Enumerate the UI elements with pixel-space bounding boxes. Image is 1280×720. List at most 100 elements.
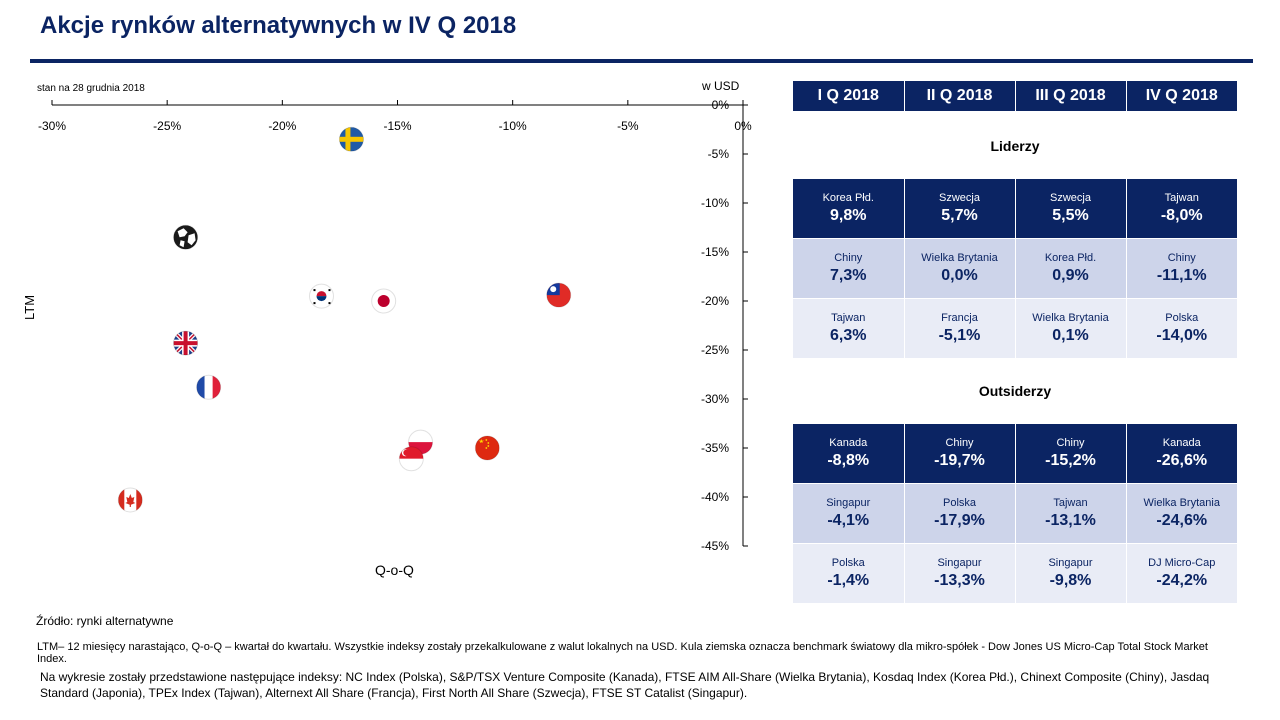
table-cell: Francja -5,1% [904, 298, 1016, 359]
table-cell: Polska -1,4% [793, 543, 905, 604]
leaders-table: Korea Płd. 9,8% Szwecja 5,7% Szwecja 5,5% T… [793, 179, 1237, 359]
sweden-flag-icon [338, 126, 364, 152]
market-return: 0,9% [1052, 267, 1089, 284]
market-name: Szwecja [939, 192, 980, 204]
market-return: 0,1% [1052, 327, 1089, 344]
market-name: Singapur [937, 557, 982, 569]
taiwan-flag-icon [546, 282, 572, 308]
y-tick-label: -20% [701, 294, 729, 308]
market-return: 6,3% [830, 327, 867, 344]
market-return: -26,6% [1156, 452, 1208, 469]
market-return: -19,7% [934, 452, 985, 469]
market-return: -5,1% [938, 327, 981, 344]
source-note: Źródło: rynki alternatywne [36, 614, 174, 628]
table-cell: Kanada -8,8% [793, 424, 905, 484]
table-row: Polska -1,4% Singapur -13,3% Singapur -9,8%… [793, 543, 1237, 604]
table-cell: Chiny -15,2% [1015, 424, 1127, 484]
market-name: Polska [831, 557, 865, 569]
market-return: -8,0% [1160, 207, 1203, 224]
market-name: Chiny [945, 437, 974, 449]
quarter-header: IV Q 2018 [1126, 81, 1237, 111]
y-tick-label: -10% [701, 196, 729, 210]
globe-icon [173, 224, 199, 250]
market-return: 7,3% [830, 267, 867, 284]
table-cell: Polska -14,0% [1126, 298, 1237, 359]
market-return: -24,2% [1156, 572, 1208, 589]
table-cell: Tajwan -13,1% [1015, 483, 1127, 544]
market-return: 0,0% [941, 267, 978, 284]
table-row: Chiny 7,3% Wielka Brytania 0,0% Korea Płd.… [793, 238, 1237, 299]
table-cell: Wielka Brytania -24,6% [1126, 483, 1237, 544]
table-row: Tajwan 6,3% Francja -5,1% Wielka Brytania 0… [793, 298, 1237, 359]
market-name: Wielka Brytania [1032, 312, 1109, 324]
market-name: Szwecja [1050, 192, 1091, 204]
table-cell: Wielka Brytania 0,0% [904, 238, 1016, 299]
market-return: -15,2% [1045, 452, 1096, 469]
market-return: -8,8% [827, 452, 870, 469]
singapore-flag-icon [398, 446, 424, 472]
y-tick-label: -45% [701, 539, 729, 553]
x-tick-label: -20% [268, 119, 296, 133]
table-cell: Korea Płd. 9,8% [793, 179, 905, 239]
x-tick-label: -5% [617, 119, 639, 133]
market-name: Tajwan [1164, 192, 1199, 204]
title-divider [30, 59, 1253, 63]
x-tick-label: -25% [153, 119, 181, 133]
as-of-date: stan na 28 grudnia 2018 [37, 83, 145, 94]
table-cell: Singapur -9,8% [1015, 543, 1127, 604]
y-tick-label: -35% [701, 441, 729, 455]
market-name: Chiny [1167, 252, 1196, 264]
canada-flag-icon [117, 487, 143, 513]
y-tick-label: -25% [701, 343, 729, 357]
table-cell: Tajwan 6,3% [793, 298, 905, 359]
outsiders-heading: Outsiderzy [978, 383, 1052, 399]
market-name: Chiny [834, 252, 863, 264]
y-tick-label: -30% [701, 392, 729, 406]
market-name: Polska [1165, 312, 1199, 324]
y-tick-label: 0% [712, 98, 730, 112]
market-name: Singapur [1048, 557, 1093, 569]
market-name: Korea Płd. [822, 192, 874, 204]
market-name: Francja [941, 312, 978, 324]
definitions-note: LTM– 12 miesięcy narastająco, Q-o-Q – kw… [37, 641, 1208, 665]
table-cell: Szwecja 5,5% [1015, 179, 1127, 239]
market-return: -14,0% [1156, 327, 1208, 344]
market-name: Singapur [826, 497, 871, 509]
uk-flag-icon [173, 330, 199, 356]
south-korea-flag-icon [308, 283, 334, 309]
market-name: Kanada [829, 437, 868, 449]
market-name: Kanada [1162, 437, 1201, 449]
table-cell: Chiny 7,3% [793, 238, 905, 299]
market-return: -9,8% [1049, 572, 1092, 589]
table-cell: Chiny -19,7% [904, 424, 1016, 484]
market-return: 5,7% [941, 207, 978, 224]
table-cell: DJ Micro-Cap -24,2% [1126, 543, 1237, 604]
table-cell: Szwecja 5,7% [904, 179, 1016, 239]
indices-note: Na wykresie zostały przedstawione następ… [40, 670, 1210, 700]
market-name: DJ Micro-Cap [1148, 557, 1216, 569]
table-cell: Singapur -13,3% [904, 543, 1016, 604]
leaders-heading: Liderzy [990, 138, 1040, 154]
table-cell: Chiny -11,1% [1126, 238, 1237, 299]
china-flag-icon [474, 435, 500, 461]
page-title: Akcje rynków alternatywnych w IV Q 2018 [40, 12, 517, 39]
y-tick-label: -5% [708, 147, 730, 161]
table-cell: Polska -17,9% [904, 483, 1016, 544]
currency-unit: w USD [702, 79, 740, 93]
x-tick-label: -30% [38, 119, 66, 133]
market-name: Tajwan [1053, 497, 1088, 509]
market-return: -4,1% [827, 512, 870, 529]
scatter-chart: -30% -25% -20% -15% -10% -5% 0% 0% -5% -10% -15% -2… [38, 98, 752, 553]
outsiders-table: Kanada -8,8% Chiny -19,7% Chiny -15,2% Kana… [793, 424, 1237, 604]
market-return: -17,9% [934, 512, 985, 529]
y-tick-label: -15% [701, 245, 729, 259]
quarter-header-row: I Q 2018 II Q 2018 III Q 2018 IV Q 2018 [793, 81, 1237, 111]
market-name: Tajwan [831, 312, 866, 324]
quarter-header: III Q 2018 [1015, 81, 1127, 111]
table-row: Kanada -8,8% Chiny -19,7% Chiny -15,2% Kana… [793, 424, 1237, 484]
y-axis-label: LTM [22, 294, 37, 320]
market-name: Korea Płd. [1044, 252, 1097, 264]
table-cell: Tajwan -8,0% [1126, 179, 1237, 239]
quarter-header: II Q 2018 [904, 81, 1016, 111]
table-row: Korea Płd. 9,8% Szwecja 5,7% Szwecja 5,5% T… [793, 179, 1237, 239]
